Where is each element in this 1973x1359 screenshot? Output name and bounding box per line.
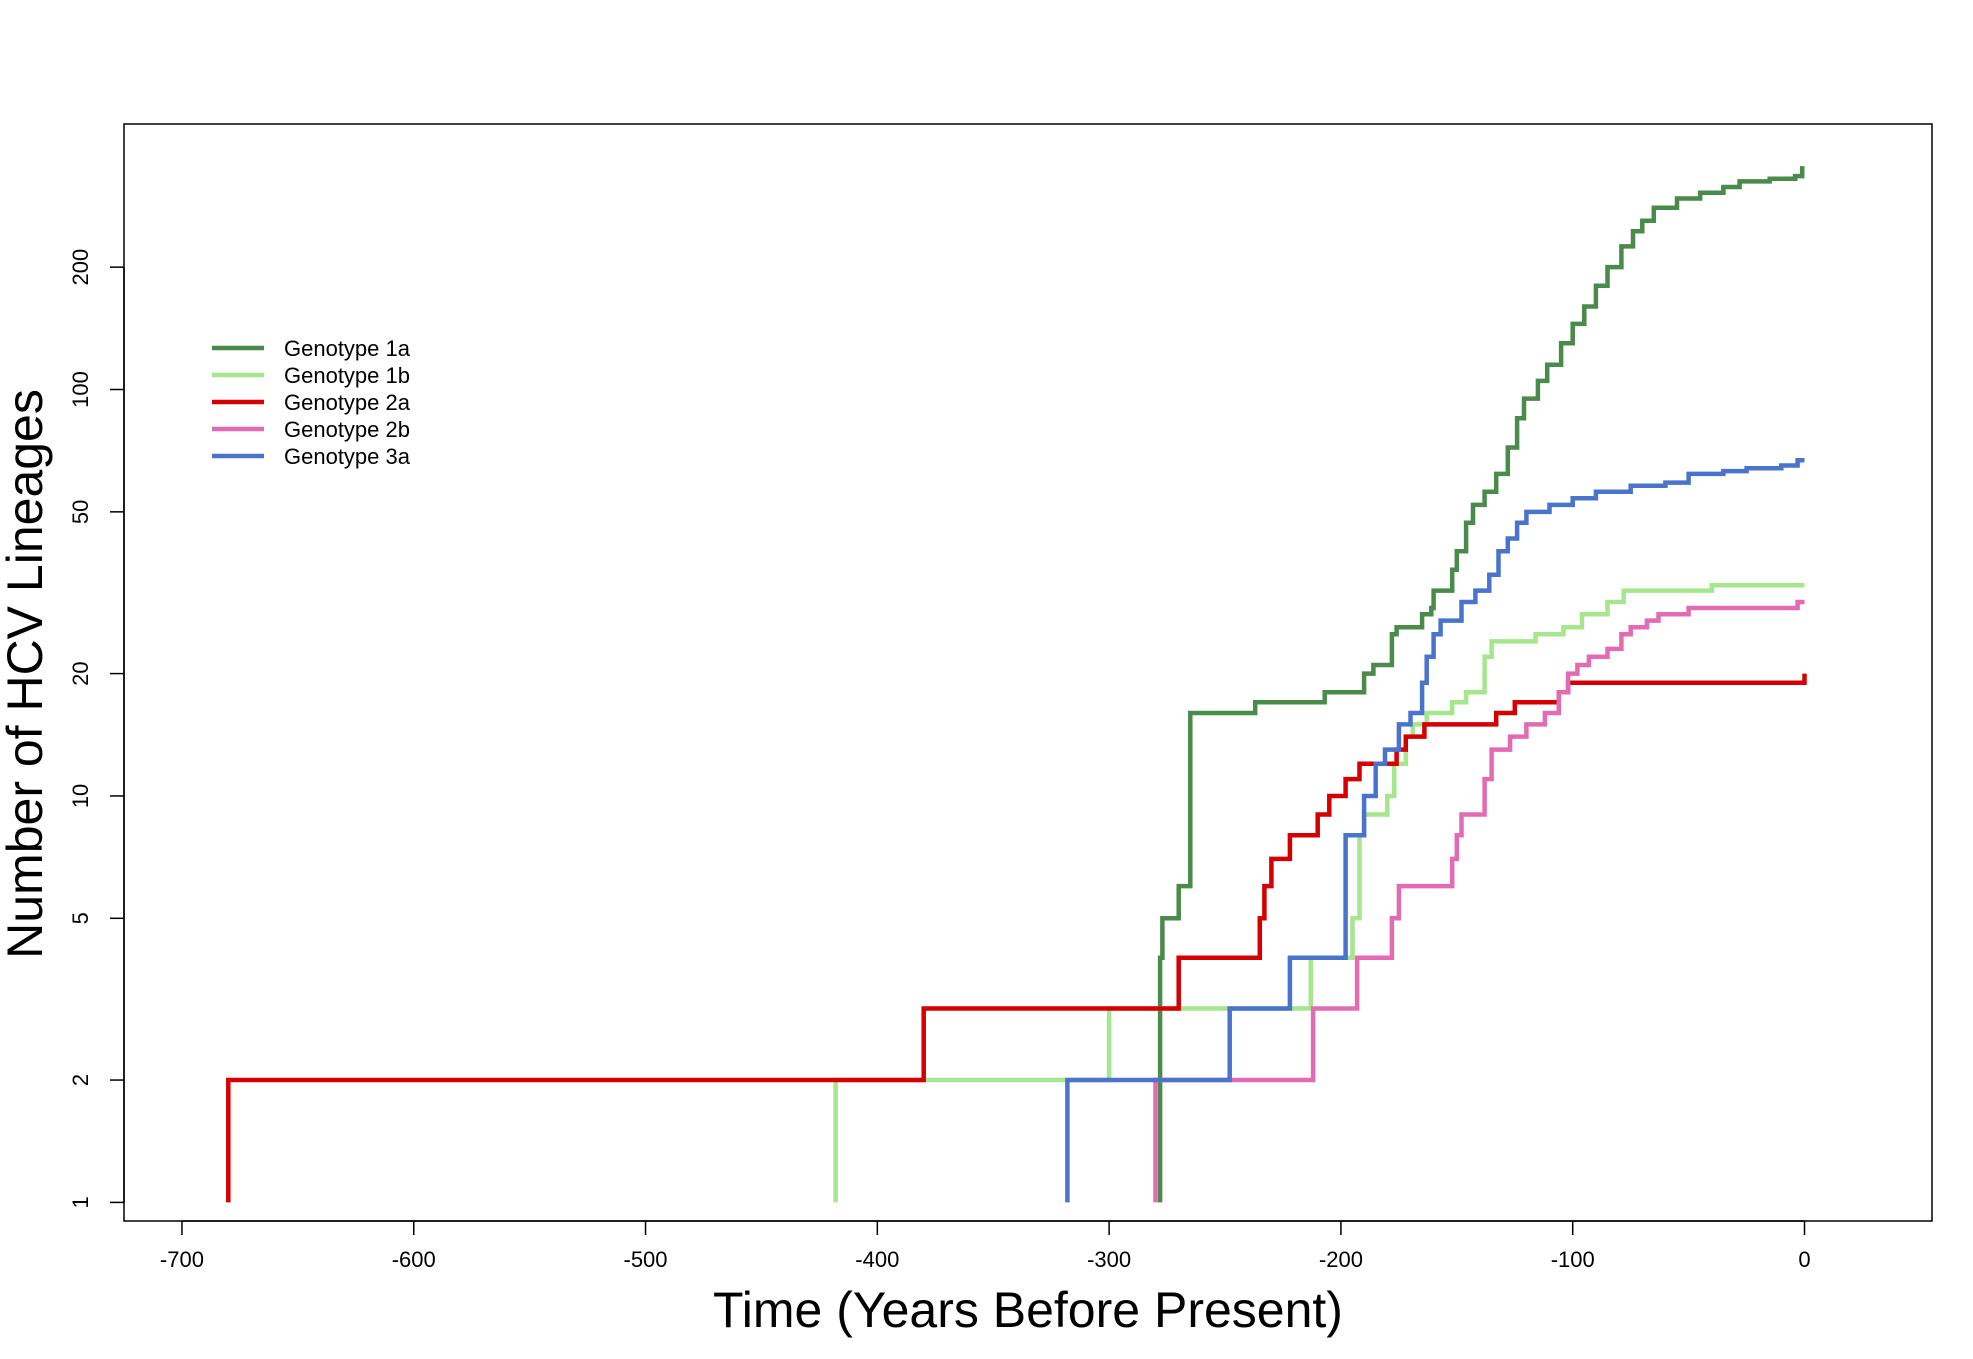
y-tick-label: 1 — [68, 1196, 93, 1208]
plot-frame — [123, 123, 1933, 1222]
x-tick-label: -200 — [1319, 1247, 1363, 1272]
legend-label: Genotype 2a — [284, 390, 411, 415]
y-tick-label: 50 — [68, 500, 93, 524]
x-tick-label: -600 — [392, 1247, 436, 1272]
y-tick-label: 100 — [68, 371, 93, 408]
x-axis: -700 -600 -500 -400 -300 -200 -100 0 — [160, 1220, 1811, 1272]
y-tick-label: 5 — [68, 912, 93, 924]
y-tick-label: 10 — [68, 784, 93, 808]
legend-label: Genotype 1a — [284, 336, 411, 361]
series-line-genotype-2b — [1153, 599, 1805, 1203]
x-tick-label: -300 — [1087, 1247, 1131, 1272]
series-line-genotype-1b — [833, 582, 1805, 1203]
x-axis-title: Time (Years Before Present) — [713, 1282, 1343, 1338]
y-axis: 1 2 5 10 20 50 100 200 — [68, 249, 125, 1209]
x-tick-label: -400 — [855, 1247, 899, 1272]
x-tick-label: -100 — [1551, 1247, 1595, 1272]
y-tick-label: 2 — [68, 1074, 93, 1086]
legend-label: Genotype 3a — [284, 444, 411, 469]
legend-label: Genotype 1b — [284, 363, 410, 388]
series-line-genotype-3a — [1065, 457, 1805, 1203]
legend-label: Genotype 2b — [284, 417, 410, 442]
series-line-genotype-2a — [226, 673, 1807, 1203]
series-line-genotype-1a — [1157, 166, 1805, 1203]
x-tick-label: -700 — [160, 1247, 204, 1272]
series-layer — [226, 166, 1807, 1203]
y-axis-title: Number of HCV Lineages — [0, 389, 53, 959]
x-tick-label: 0 — [1798, 1247, 1810, 1272]
y-tick-label: 200 — [68, 249, 93, 286]
y-tick-label: 20 — [68, 661, 93, 685]
x-tick-label: -500 — [624, 1247, 668, 1272]
